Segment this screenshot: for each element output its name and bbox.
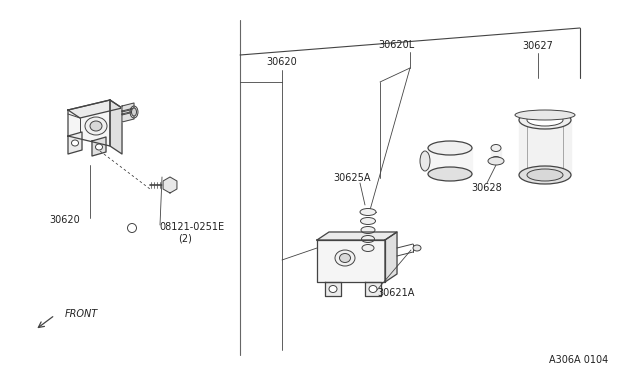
Ellipse shape (428, 167, 472, 181)
Ellipse shape (90, 121, 102, 131)
Polygon shape (68, 100, 110, 146)
Text: 30625A: 30625A (333, 173, 371, 183)
Ellipse shape (527, 169, 563, 181)
Polygon shape (68, 100, 122, 118)
Ellipse shape (360, 208, 376, 215)
Text: 30627: 30627 (523, 41, 554, 51)
Ellipse shape (420, 151, 430, 171)
Polygon shape (68, 132, 82, 154)
Ellipse shape (515, 110, 575, 120)
Polygon shape (122, 103, 134, 112)
Ellipse shape (360, 218, 376, 224)
Text: 30628: 30628 (472, 183, 502, 193)
Ellipse shape (491, 144, 501, 151)
Ellipse shape (339, 253, 351, 263)
Polygon shape (519, 120, 571, 175)
Ellipse shape (519, 111, 571, 129)
Polygon shape (491, 148, 501, 160)
Text: (2): (2) (178, 233, 192, 243)
Ellipse shape (362, 244, 374, 251)
Text: 08121-0251E: 08121-0251E (159, 222, 225, 232)
Polygon shape (365, 282, 381, 296)
Polygon shape (122, 111, 134, 122)
Polygon shape (317, 240, 385, 282)
Ellipse shape (491, 157, 501, 164)
Text: FRONT: FRONT (65, 309, 99, 319)
Ellipse shape (335, 250, 355, 266)
Text: 30620L: 30620L (378, 40, 414, 50)
Ellipse shape (362, 235, 374, 243)
Ellipse shape (428, 141, 472, 155)
Ellipse shape (527, 114, 563, 126)
Polygon shape (317, 232, 397, 240)
Polygon shape (325, 282, 341, 296)
Polygon shape (122, 108, 134, 115)
Ellipse shape (369, 285, 377, 292)
Ellipse shape (85, 117, 107, 135)
Ellipse shape (329, 285, 337, 292)
Ellipse shape (413, 245, 421, 251)
Polygon shape (163, 177, 177, 193)
Ellipse shape (95, 144, 102, 150)
Ellipse shape (519, 166, 571, 184)
Polygon shape (92, 137, 106, 156)
Circle shape (127, 224, 136, 232)
Text: A306A 0104: A306A 0104 (548, 355, 608, 365)
Text: 30621A: 30621A (377, 288, 414, 298)
Text: 30620: 30620 (50, 215, 81, 225)
Polygon shape (110, 100, 122, 154)
Ellipse shape (488, 157, 504, 165)
Ellipse shape (130, 106, 138, 118)
Polygon shape (385, 232, 397, 282)
Text: B: B (130, 225, 134, 231)
Ellipse shape (361, 227, 375, 234)
Text: 30620: 30620 (267, 57, 298, 67)
Ellipse shape (72, 140, 79, 146)
Ellipse shape (131, 108, 136, 116)
Polygon shape (428, 148, 472, 174)
